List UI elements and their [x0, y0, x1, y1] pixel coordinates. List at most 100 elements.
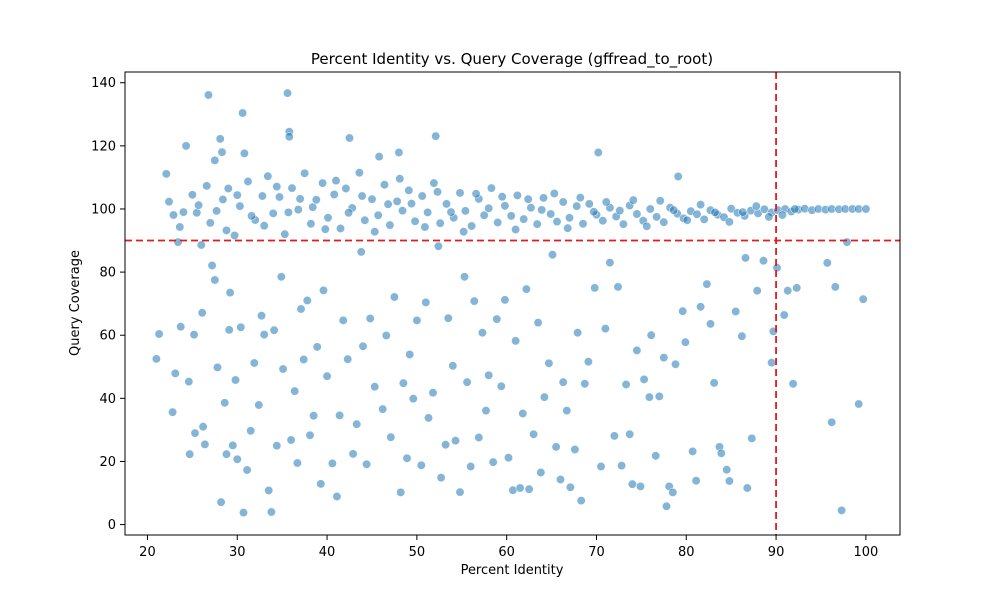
data-point	[455, 487, 465, 497]
data-point	[512, 190, 522, 200]
data-point	[471, 189, 481, 199]
points-layer	[151, 88, 871, 518]
data-point	[790, 204, 800, 214]
data-point	[202, 181, 212, 191]
data-point	[242, 465, 252, 475]
data-point	[161, 169, 171, 179]
data-point	[268, 208, 278, 218]
data-point	[151, 354, 161, 364]
data-point	[441, 199, 451, 209]
data-point	[266, 507, 276, 517]
data-point	[546, 209, 556, 219]
data-point	[779, 310, 789, 320]
x-tick-label: 60	[498, 545, 515, 560]
data-point	[259, 330, 269, 340]
data-point	[564, 213, 574, 223]
data-point	[521, 284, 531, 294]
data-point	[609, 431, 619, 441]
data-point	[724, 476, 734, 486]
x-tick-label: 40	[319, 545, 336, 560]
data-point	[682, 215, 692, 225]
data-point	[654, 391, 664, 401]
data-point	[632, 209, 642, 219]
data-point	[311, 195, 321, 205]
data-point	[379, 180, 389, 190]
data-point	[184, 377, 194, 387]
data-point	[173, 237, 183, 247]
data-point	[668, 487, 678, 497]
data-point	[627, 479, 637, 489]
data-point	[386, 432, 396, 442]
data-point	[484, 370, 494, 380]
data-point	[576, 496, 586, 506]
data-point	[558, 377, 568, 387]
data-point	[644, 392, 654, 402]
data-point	[175, 222, 185, 232]
data-point	[356, 247, 366, 257]
data-point	[224, 325, 234, 335]
data-point	[215, 134, 225, 144]
data-point	[406, 199, 416, 209]
data-point	[309, 411, 319, 421]
data-point	[632, 345, 642, 355]
data-point	[488, 457, 498, 467]
data-point	[570, 444, 580, 454]
data-point	[737, 331, 747, 341]
data-point	[573, 328, 583, 338]
data-point	[547, 250, 557, 260]
x-tick-label: 30	[229, 545, 246, 560]
data-point	[231, 375, 241, 385]
data-point	[709, 378, 719, 388]
data-point	[305, 430, 315, 440]
data-point	[217, 147, 227, 157]
data-point	[551, 442, 561, 452]
data-point	[187, 190, 197, 200]
data-point	[423, 207, 433, 217]
data-point	[758, 256, 768, 266]
data-point	[726, 204, 736, 214]
data-point	[496, 381, 506, 391]
data-point	[538, 193, 548, 203]
data-point	[500, 201, 510, 211]
data-point	[740, 253, 750, 263]
data-point	[341, 184, 351, 194]
data-point	[404, 185, 414, 195]
data-point	[293, 205, 303, 215]
data-point	[239, 508, 249, 518]
data-point	[764, 212, 774, 222]
x-tick-label: 80	[678, 545, 695, 560]
data-point	[523, 194, 533, 204]
data-point	[296, 304, 306, 314]
data-point	[210, 155, 220, 165]
data-point	[154, 329, 164, 339]
data-point	[197, 308, 207, 318]
data-point	[747, 433, 757, 443]
data-point	[332, 491, 342, 501]
data-point	[580, 379, 590, 389]
data-point	[370, 227, 380, 237]
data-point	[196, 240, 206, 250]
y-tick-label: 60	[99, 329, 116, 344]
data-point	[259, 221, 269, 231]
data-point	[392, 196, 402, 206]
data-point	[306, 219, 316, 229]
data-point	[783, 286, 793, 296]
data-point	[601, 197, 611, 207]
data-point	[367, 194, 377, 204]
x-axis: 20 30 40 50 60 70 80 90 100	[139, 535, 878, 560]
data-point	[190, 428, 200, 438]
data-point	[394, 148, 404, 158]
data-point	[518, 408, 528, 418]
data-point	[532, 219, 542, 229]
data-point	[827, 417, 837, 427]
data-point	[192, 208, 202, 218]
data-point	[318, 285, 328, 295]
data-point	[239, 148, 249, 158]
data-point	[365, 313, 375, 323]
data-point	[716, 448, 726, 458]
data-point	[493, 218, 503, 228]
data-point	[223, 184, 233, 194]
data-point	[536, 467, 546, 477]
data-point	[230, 231, 240, 241]
